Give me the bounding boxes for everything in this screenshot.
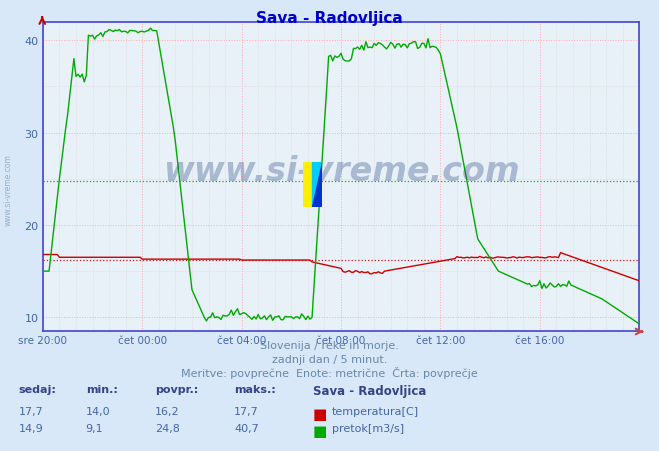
Text: 24,8: 24,8 xyxy=(155,423,180,433)
Text: 9,1: 9,1 xyxy=(86,423,103,433)
Text: temperatura[C]: temperatura[C] xyxy=(332,406,419,416)
Text: zadnji dan / 5 minut.: zadnji dan / 5 minut. xyxy=(272,354,387,364)
Text: ■: ■ xyxy=(313,423,328,437)
Text: 17,7: 17,7 xyxy=(234,406,259,416)
Text: www.si-vreme.com: www.si-vreme.com xyxy=(163,154,519,187)
Bar xyxy=(303,162,312,207)
Text: sedaj:: sedaj: xyxy=(18,384,56,394)
Text: 40,7: 40,7 xyxy=(234,423,259,433)
Text: povpr.:: povpr.: xyxy=(155,384,198,394)
Text: Slovenija / reke in morje.: Slovenija / reke in morje. xyxy=(260,341,399,350)
Polygon shape xyxy=(312,162,322,207)
Text: ■: ■ xyxy=(313,406,328,421)
Text: Sava - Radovljica: Sava - Radovljica xyxy=(256,11,403,26)
Text: maks.:: maks.: xyxy=(234,384,275,394)
Text: 14,9: 14,9 xyxy=(18,423,43,433)
Text: www.si-vreme.com: www.si-vreme.com xyxy=(3,153,13,226)
Text: min.:: min.: xyxy=(86,384,117,394)
Bar xyxy=(312,162,322,207)
Text: 16,2: 16,2 xyxy=(155,406,179,416)
Text: pretok[m3/s]: pretok[m3/s] xyxy=(332,423,404,433)
Text: 17,7: 17,7 xyxy=(18,406,43,416)
Text: Meritve: povprečne  Enote: metrične  Črta: povprečje: Meritve: povprečne Enote: metrične Črta:… xyxy=(181,366,478,378)
Text: 14,0: 14,0 xyxy=(86,406,110,416)
Text: Sava - Radovljica: Sava - Radovljica xyxy=(313,384,426,397)
